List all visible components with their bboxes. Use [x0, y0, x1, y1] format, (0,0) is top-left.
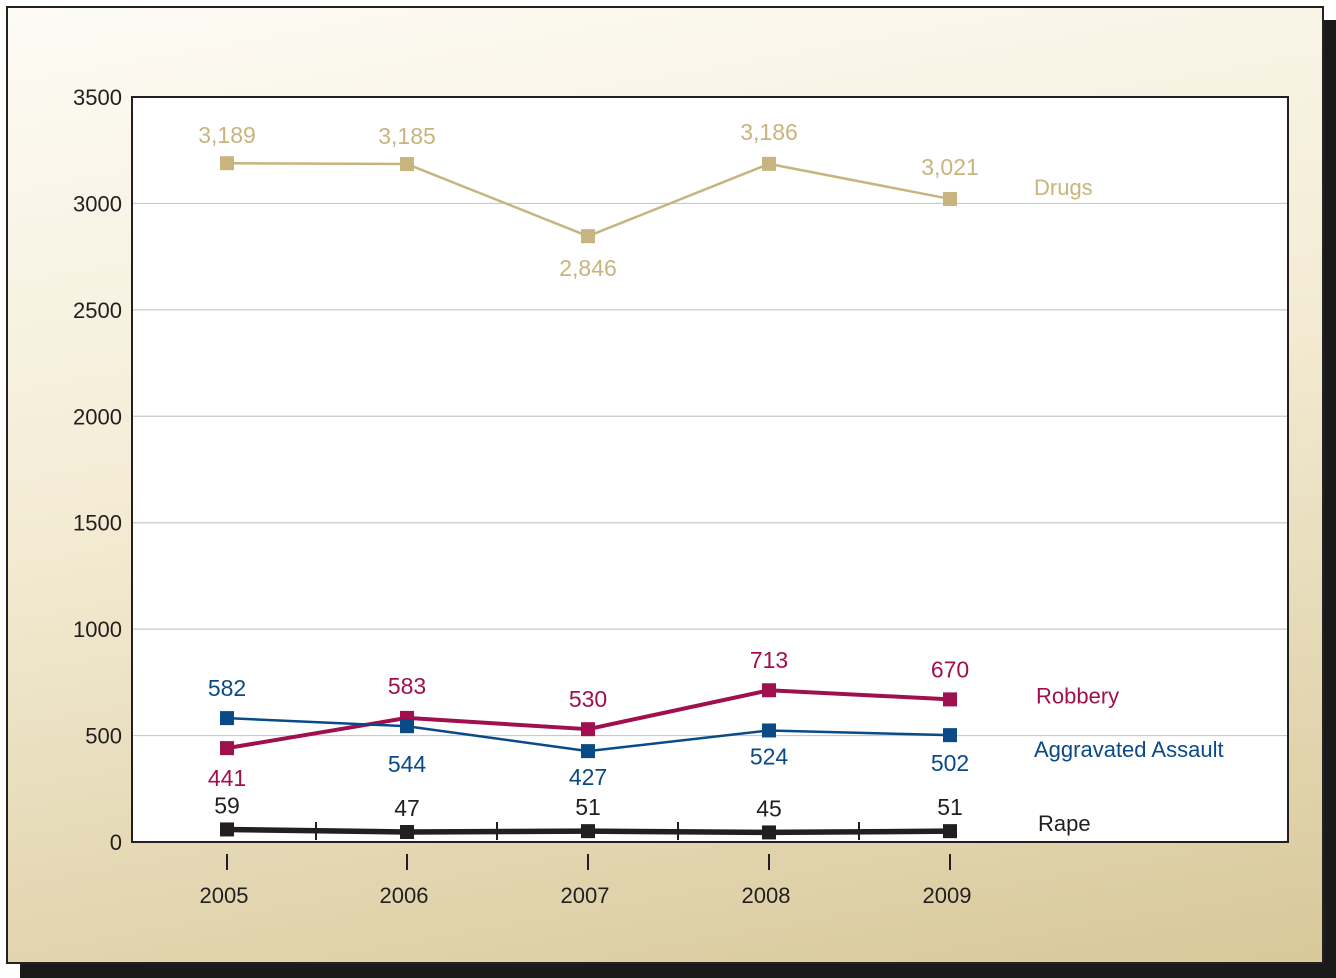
data-label: 530 [569, 686, 607, 712]
y-tick-label: 3500 [73, 85, 122, 110]
data-label: 544 [388, 751, 427, 777]
y-tick-label: 500 [85, 724, 122, 749]
data-point [762, 156, 776, 171]
data-label: 441 [208, 765, 246, 791]
plot-area [132, 97, 1288, 842]
x-tick-label: 2008 [742, 883, 791, 908]
data-point [762, 723, 776, 738]
data-label: 3,189 [198, 122, 256, 148]
series-drugs: 3,189 3,185 2,846 3,186 3,021 Drugs [198, 119, 1092, 281]
series-name-label: Robbery [1036, 683, 1119, 708]
data-point [220, 711, 234, 726]
data-label: 713 [750, 647, 788, 673]
data-point [220, 156, 234, 171]
x-tick-label: 2007 [561, 883, 610, 908]
grid-lines [132, 202, 1288, 737]
series-name-label: Rape [1038, 811, 1091, 836]
data-label: 670 [931, 656, 969, 682]
x-tick-label: 2006 [380, 883, 429, 908]
data-point [400, 719, 414, 734]
series-name-label: Aggravated Assault [1034, 737, 1224, 762]
data-point [581, 824, 595, 839]
data-point [400, 824, 414, 839]
series-aggravated-assault: 582 544 427 524 502 Aggravated Assault [208, 675, 1224, 790]
y-tick-label: 2500 [73, 298, 122, 323]
data-point [220, 741, 234, 756]
data-point [581, 744, 595, 759]
data-point [943, 728, 957, 743]
series-rape: 59 47 51 45 51 Rape [214, 792, 1091, 840]
data-label: 59 [214, 792, 240, 818]
data-point [400, 157, 414, 172]
data-point [943, 191, 957, 206]
data-point [220, 822, 234, 837]
data-point [943, 824, 957, 839]
y-tick-label: 0 [110, 830, 122, 855]
data-label: 2,846 [559, 255, 617, 281]
data-label: 582 [208, 675, 246, 701]
plot-border [131, 96, 1289, 843]
data-point [581, 229, 595, 244]
x-tick-label: 2009 [923, 883, 972, 908]
x-axis: 2005 2006 2007 2008 2009 [200, 854, 972, 908]
y-tick-label: 3000 [73, 191, 122, 216]
data-label: 502 [931, 750, 969, 776]
series-layer: 3,189 3,185 2,846 3,186 3,021 Drugs 441 583 530 7… [198, 119, 1224, 840]
y-tick-label: 1000 [73, 617, 122, 642]
data-label: 47 [394, 795, 420, 821]
series-name-label: Drugs [1034, 175, 1093, 200]
series-robbery: 441 583 530 713 670 Robbery [208, 647, 1119, 791]
data-point [581, 722, 595, 737]
data-label: 3,021 [921, 154, 979, 180]
data-label: 51 [937, 794, 963, 820]
y-axis: 0 500 1000 1500 2000 2500 3000 3500 [73, 85, 122, 855]
data-label: 524 [750, 743, 789, 769]
data-point [762, 683, 776, 698]
data-label: 45 [756, 795, 782, 821]
data-label: 3,185 [378, 123, 436, 149]
data-point [943, 692, 957, 707]
y-tick-label: 1500 [73, 511, 122, 536]
x-tick-label: 2005 [200, 883, 249, 908]
data-point [762, 825, 776, 840]
data-label: 583 [388, 673, 426, 699]
data-label: 51 [575, 794, 601, 820]
data-label: 3,186 [740, 119, 798, 145]
y-tick-label: 2000 [73, 404, 122, 429]
data-label: 427 [569, 764, 607, 790]
